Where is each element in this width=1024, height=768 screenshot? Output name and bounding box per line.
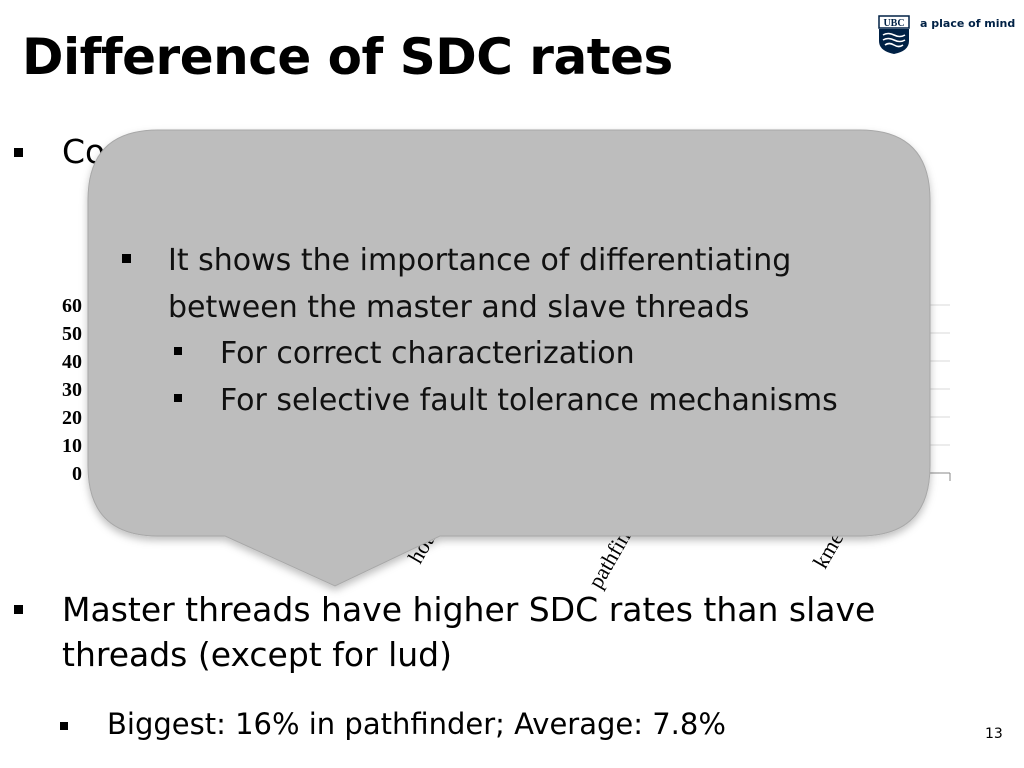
page-number: 13 xyxy=(985,726,1003,742)
master-text-line-2: threads (except for lud) xyxy=(62,634,452,674)
y-tick-label: 20 xyxy=(62,407,82,429)
ubc-logo: UBC a place of mind xyxy=(878,15,1015,55)
callout-content: It shows the importance of differentiati… xyxy=(110,238,900,424)
y-tick-label: 30 xyxy=(62,379,82,401)
y-tick-label: 50 xyxy=(62,323,82,345)
first-bullet-text: Co xyxy=(62,132,106,171)
x-axis-labels: hotsp pathfin kme xyxy=(403,514,849,593)
bullet-marker xyxy=(14,605,23,614)
master-threads-text: Master threads have higher SDC rates tha… xyxy=(62,588,992,677)
x-tick-label: pathfin xyxy=(583,526,636,592)
y-tick-label: 40 xyxy=(62,351,82,373)
callout-sub-2: For selective fault tolerance mechanisms xyxy=(220,382,838,418)
x-tick-label: kme xyxy=(808,527,849,572)
bullet-marker xyxy=(14,148,23,157)
slide-title: Difference of SDC rates xyxy=(22,28,673,86)
gridlines xyxy=(900,304,950,446)
x-tick-label: hotsp xyxy=(403,514,448,568)
y-tick-label: 60 xyxy=(62,295,82,317)
bullet-marker xyxy=(174,347,182,355)
ubc-crest-icon: UBC xyxy=(878,15,910,54)
callout-sub-bullet: For correct characterization xyxy=(110,331,900,378)
bullet-marker xyxy=(122,254,131,263)
master-text-line-1: Master threads have higher SDC rates tha… xyxy=(62,590,876,629)
callout-line-2: between the master and slave threads xyxy=(168,289,750,325)
bullet-marker xyxy=(60,722,68,730)
callout-sub-1: For correct characterization xyxy=(220,336,635,371)
biggest-average-text: Biggest: 16% in pathfinder; Average: 7.8… xyxy=(107,707,726,741)
svg-text:UBC: UBC xyxy=(883,18,904,29)
bullet-marker xyxy=(174,393,182,402)
y-tick-label: 10 xyxy=(62,435,82,457)
callout-sub-bullet: For selective fault tolerance mechanisms xyxy=(110,378,900,425)
callout-line-1: It shows the importance of differentiati… xyxy=(168,243,792,278)
y-axis-ticks: 60 50 40 30 20 10 0 xyxy=(62,295,82,485)
callout-bullet: It shows the importance of differentiati… xyxy=(110,238,900,331)
y-tick-label: 0 xyxy=(72,463,82,485)
logo-tagline: a place of mind xyxy=(920,17,1016,30)
